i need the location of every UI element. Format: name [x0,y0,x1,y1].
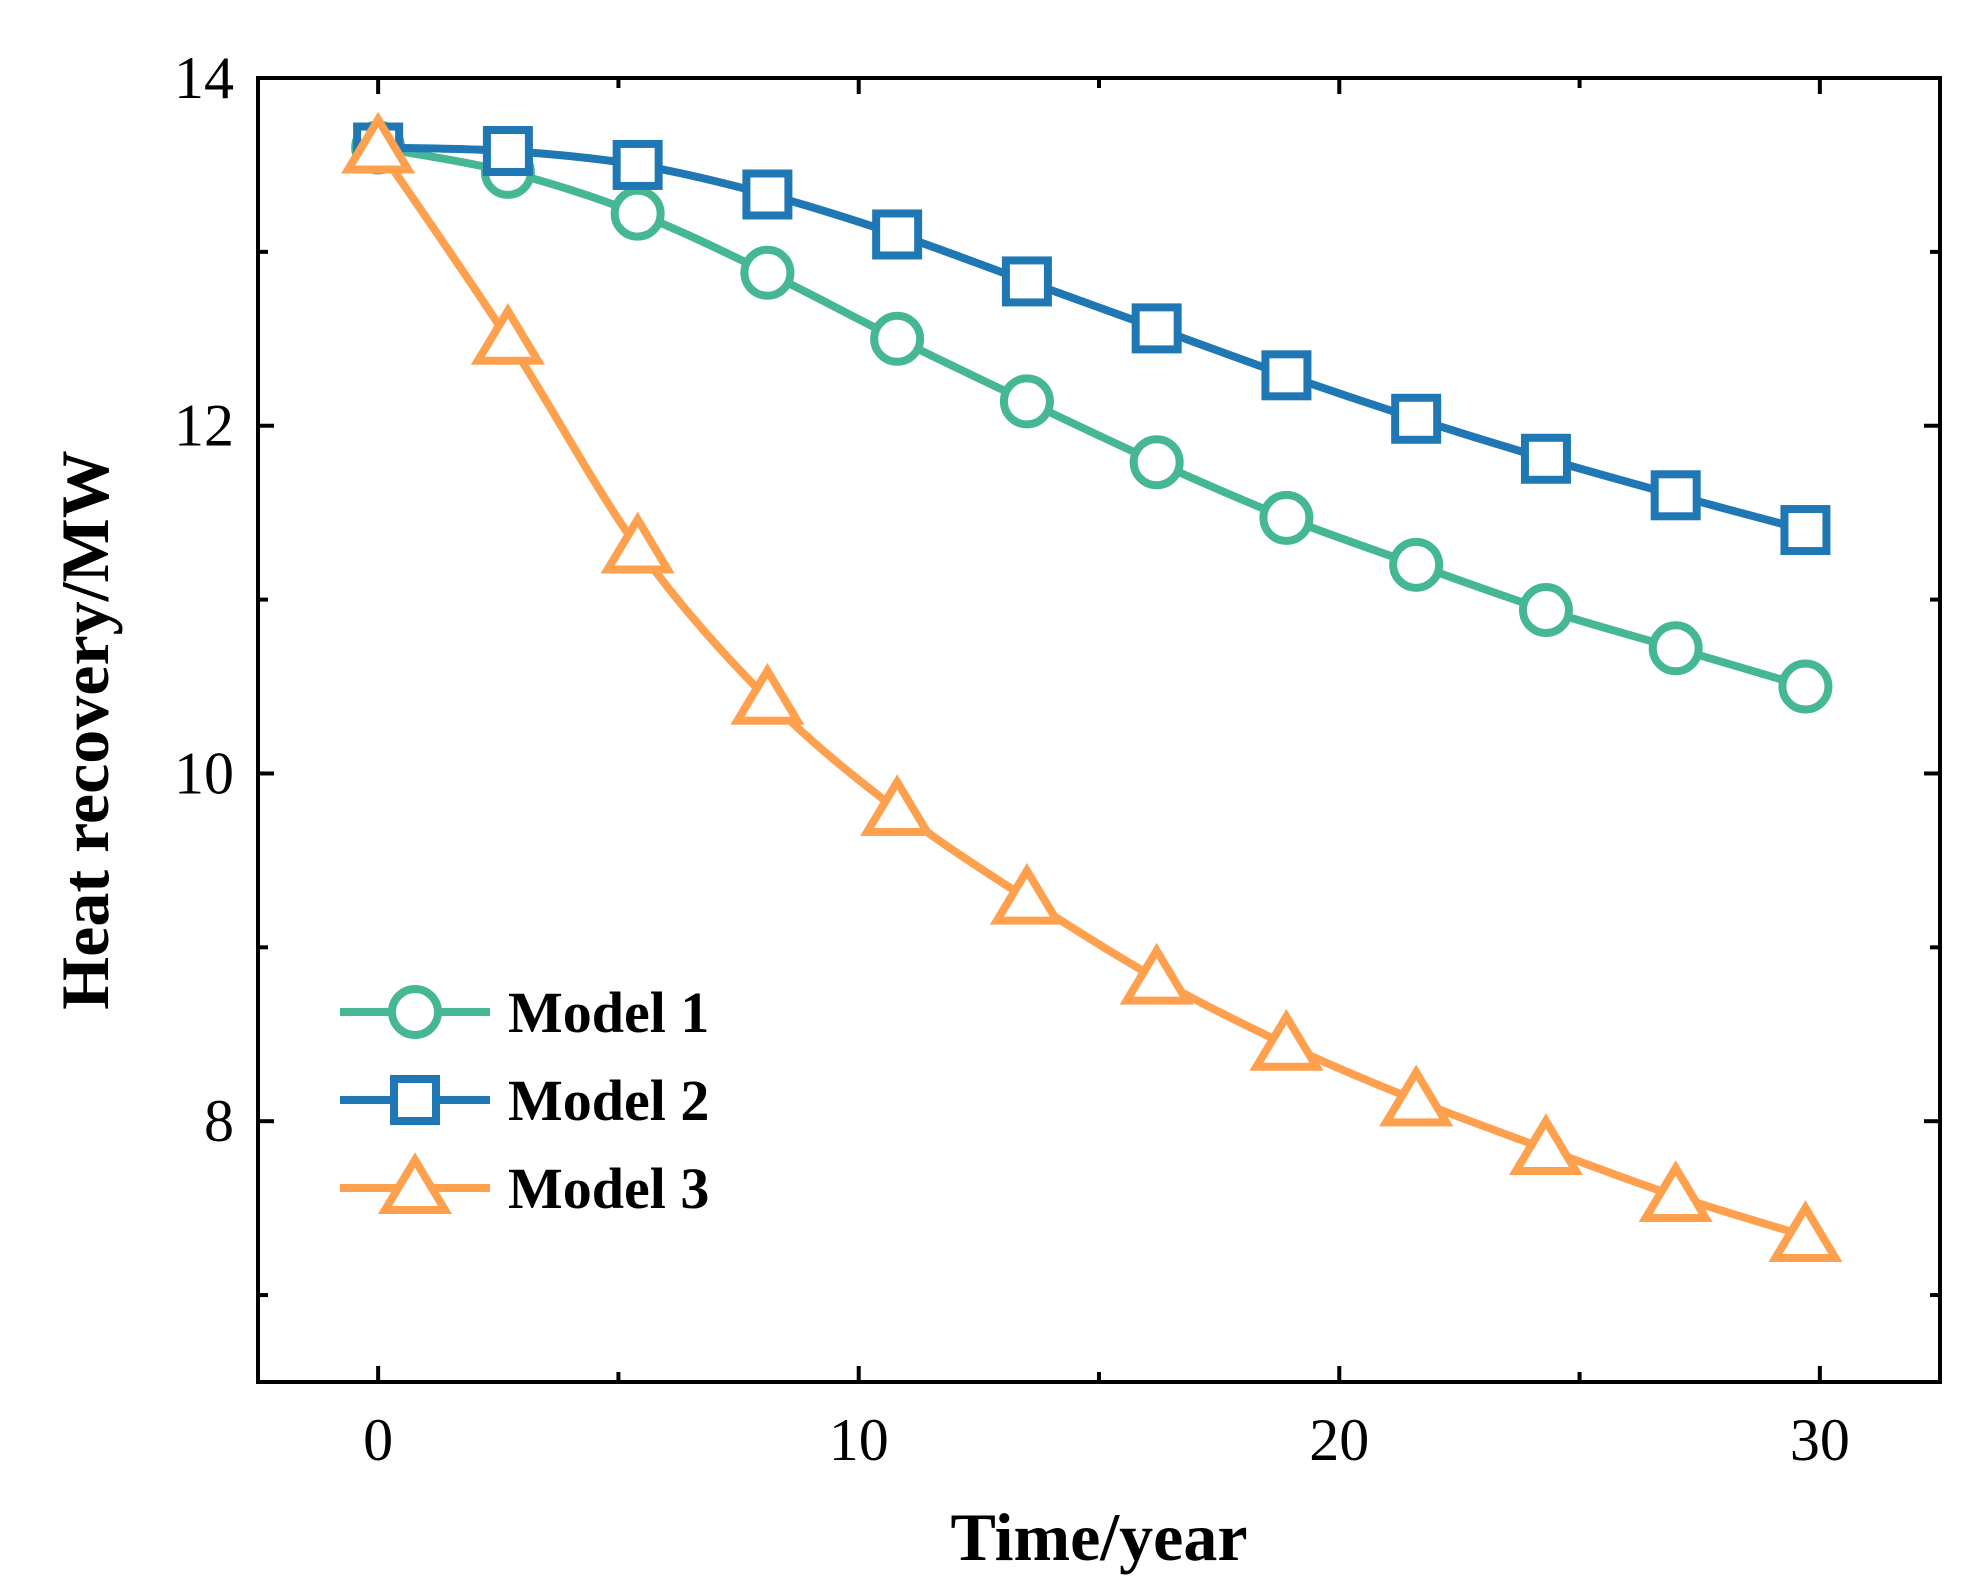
data-point [1129,435,1184,490]
data-point [1638,1160,1713,1222]
y-tick-label: 12 [174,393,234,459]
x-tick-label: 30 [1790,1407,1850,1473]
data-point [1119,942,1194,1005]
y-axis-title: Heat recovery/MW [47,450,123,1009]
data-point [482,126,533,177]
data-point [470,303,545,365]
data-point [1768,1200,1843,1262]
data-point [1389,537,1444,592]
data-point [740,245,795,300]
data-point [1261,350,1312,401]
x-tick-label: 0 [363,1407,393,1473]
data-point [1131,303,1182,354]
axis-ticks: 0 10 20 30 8 10 12 14 [174,45,1940,1473]
data-point [872,209,923,260]
data-point [999,374,1054,429]
legend: Model 1 Model 2 Model 3 [340,980,709,1221]
legend-marker [390,1075,440,1125]
data-point [742,169,793,220]
data-point [612,139,663,190]
data-point [1520,433,1571,484]
data-point [341,111,416,174]
data-point [1391,393,1442,444]
y-tick-label: 10 [174,740,234,806]
data-point [610,186,665,241]
series-1 [351,120,1833,714]
data-point [989,862,1064,925]
data-point [1518,583,1573,638]
data-point [860,774,935,836]
data-point [1259,490,1314,545]
y-tick-label: 14 [174,45,234,111]
series-3 [341,111,1843,1262]
data-point [730,662,805,725]
y-tick-label: 8 [204,1088,234,1154]
x-tick-label: 10 [829,1407,889,1473]
data-point [1508,1113,1583,1176]
series-2 [353,122,1831,556]
x-axis-title: Time/year [950,1499,1247,1575]
legend-label: Model 2 [508,1068,709,1133]
data-point [1001,256,1052,307]
legend-marker [377,1152,453,1214]
data-point [1650,470,1701,521]
data-point [1379,1064,1454,1127]
data-point [1648,621,1703,676]
series-line [377,143,1807,691]
data-point [1778,659,1833,714]
data-point [1249,1008,1324,1071]
legend-label: Model 1 [508,980,709,1045]
x-tick-label: 20 [1309,1407,1369,1473]
data-point [600,511,675,574]
data-point [870,311,925,366]
data-point [1780,505,1831,556]
legend-label: Model 3 [508,1156,709,1221]
legend-marker [388,985,442,1039]
series-layer [341,111,1843,1262]
